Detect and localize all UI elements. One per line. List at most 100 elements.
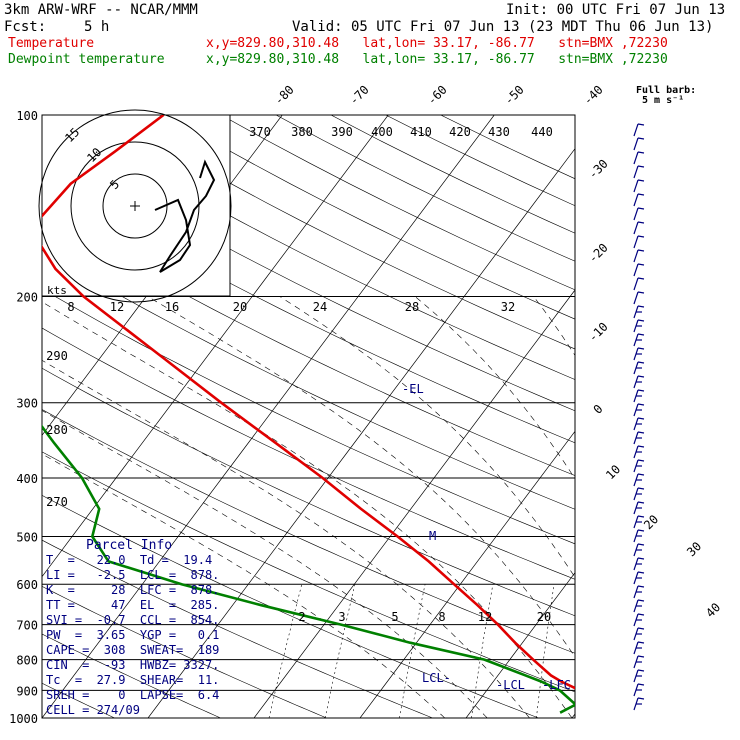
wind-barb	[633, 221, 645, 235]
dry-adiabat-line	[42, 451, 575, 693]
dry-adiabat-line	[42, 367, 575, 617]
theta-label: 420	[449, 125, 471, 139]
dry-adiabat-line	[42, 585, 327, 718]
temperature-legend: Temperature	[8, 36, 95, 51]
hodograph-ring	[38, 109, 232, 303]
wind-barb	[633, 557, 645, 571]
dry-adiabat-line	[42, 539, 433, 718]
parcel-info-row: PW = 3.65 YGP = 0.1	[46, 628, 220, 642]
parcel-info-row: T = 22.0 Td = 19.4	[46, 553, 213, 567]
wind-barb	[633, 641, 645, 655]
isotherm-line	[253, 289, 575, 718]
lfc-marker: -LFC	[542, 678, 571, 692]
mixing-ratio-label: 24	[313, 300, 327, 314]
wind-barb	[633, 207, 645, 221]
mixing-ratio-label: 12	[478, 610, 492, 624]
theta-label: 430	[488, 125, 510, 139]
mixing-ratio-label: 3	[338, 610, 345, 624]
wind-barb	[633, 487, 645, 501]
wind-barb	[633, 571, 645, 585]
theta-label: 270	[46, 495, 68, 509]
mixing-ratio-label: 20	[233, 300, 247, 314]
barb-legend-units: 5 m s⁻¹	[642, 95, 684, 106]
wind-barb	[633, 305, 645, 319]
dry-adiabat-line	[42, 494, 539, 718]
parcel-info-row: LI = -2.5 LCL = 878.	[46, 568, 220, 582]
wind-barb	[633, 263, 645, 277]
pressure-tick-label: 100	[16, 109, 38, 123]
wind-barb	[633, 445, 645, 459]
wind-barb	[633, 669, 645, 683]
isotherm-label: 10	[603, 462, 623, 482]
pressure-tick-label: 300	[16, 397, 38, 411]
dry-adiabat-line	[275, 115, 575, 262]
parcel-info-row: CELL = 274/09	[46, 703, 140, 717]
wind-barb	[633, 179, 645, 193]
isotherm-label: -20	[586, 241, 611, 266]
wind-barb	[633, 459, 645, 473]
parcel-info-row: K = 28 LFC = 878.	[46, 583, 220, 597]
pressure-tick-label: 600	[16, 578, 38, 592]
pressure-tick-label: 1000	[9, 712, 38, 726]
mixing-ratio-line	[324, 584, 356, 718]
wind-barb	[633, 655, 645, 669]
temperature-location: x,y=829.80,310.48 lat,lon= 33.17, -86.77…	[206, 36, 668, 51]
theta-label: 390	[331, 125, 353, 139]
mixing-ratio-line	[399, 584, 426, 718]
dry-adiabat-line	[42, 140, 575, 412]
forecast-label: Fcst:	[4, 19, 47, 35]
wind-barb	[633, 501, 645, 515]
hodograph-trace	[154, 159, 216, 273]
wind-barb	[633, 137, 645, 151]
wind-barb	[633, 151, 645, 165]
wind-barb	[633, 683, 645, 697]
dry-adiabat-line	[42, 409, 575, 654]
isotherm-label: -70	[347, 83, 372, 108]
pressure-tick-label: 900	[16, 684, 38, 698]
theta-label: 410	[410, 125, 432, 139]
forecast-hours: 5 h	[84, 19, 110, 35]
isotherm-line	[465, 572, 575, 718]
wind-barb	[633, 235, 645, 249]
mixing-ratio-label: 2	[298, 610, 305, 624]
dry-adiabat-line	[42, 250, 575, 510]
wind-barb	[633, 403, 645, 417]
dry-adiabat-line	[42, 176, 575, 444]
isotherm-line	[571, 713, 575, 718]
dry-adiabat-line	[385, 115, 575, 207]
mixing-ratio-label: 32	[501, 300, 515, 314]
wind-barb	[633, 375, 645, 389]
wind-barb	[633, 347, 645, 361]
wind-barb	[633, 613, 645, 627]
isotherm-label: -50	[502, 83, 527, 108]
pressure-tick-label: 500	[16, 530, 38, 544]
mixing-ratio-label: 20	[537, 610, 551, 624]
wind-barb	[633, 165, 645, 179]
dewpoint-location: x,y=829.80,310.48 lat,lon= 33.17, -86.77…	[206, 52, 668, 67]
wind-barb	[633, 417, 645, 431]
parcel-info-row: CIN = -93 HWBZ= 3327.	[46, 658, 220, 672]
hodograph-units: kts	[47, 284, 67, 297]
isotherm-label: 30	[684, 539, 704, 559]
isotherm-label: 0	[591, 402, 606, 417]
wind-barb	[633, 193, 645, 207]
wind-barb	[633, 543, 645, 557]
wind-barb	[633, 515, 645, 529]
wind-barb	[633, 389, 645, 403]
theta-label: 370	[249, 125, 271, 139]
lcl-parcel-marker: -LCL	[496, 678, 525, 692]
isotherm-line	[359, 430, 575, 718]
theta-label: 400	[371, 125, 393, 139]
dry-adiabat-line	[56, 115, 575, 380]
dry-adiabat-line	[42, 633, 221, 718]
parcel-info-panel: Parcel Info T = 22.0 Td = 19.4 LI = -2.5 …	[46, 538, 226, 718]
theta-label: 380	[291, 125, 313, 139]
mixing-ratio-label: 5	[391, 610, 398, 624]
m-marker: M	[429, 529, 436, 543]
barb-legend-title: Full barb:	[636, 85, 696, 96]
mixing-ratio-line	[622, 584, 635, 718]
wind-barb	[633, 291, 645, 305]
mixing-ratio-label: 12	[110, 300, 124, 314]
hodograph-ring	[70, 141, 200, 271]
